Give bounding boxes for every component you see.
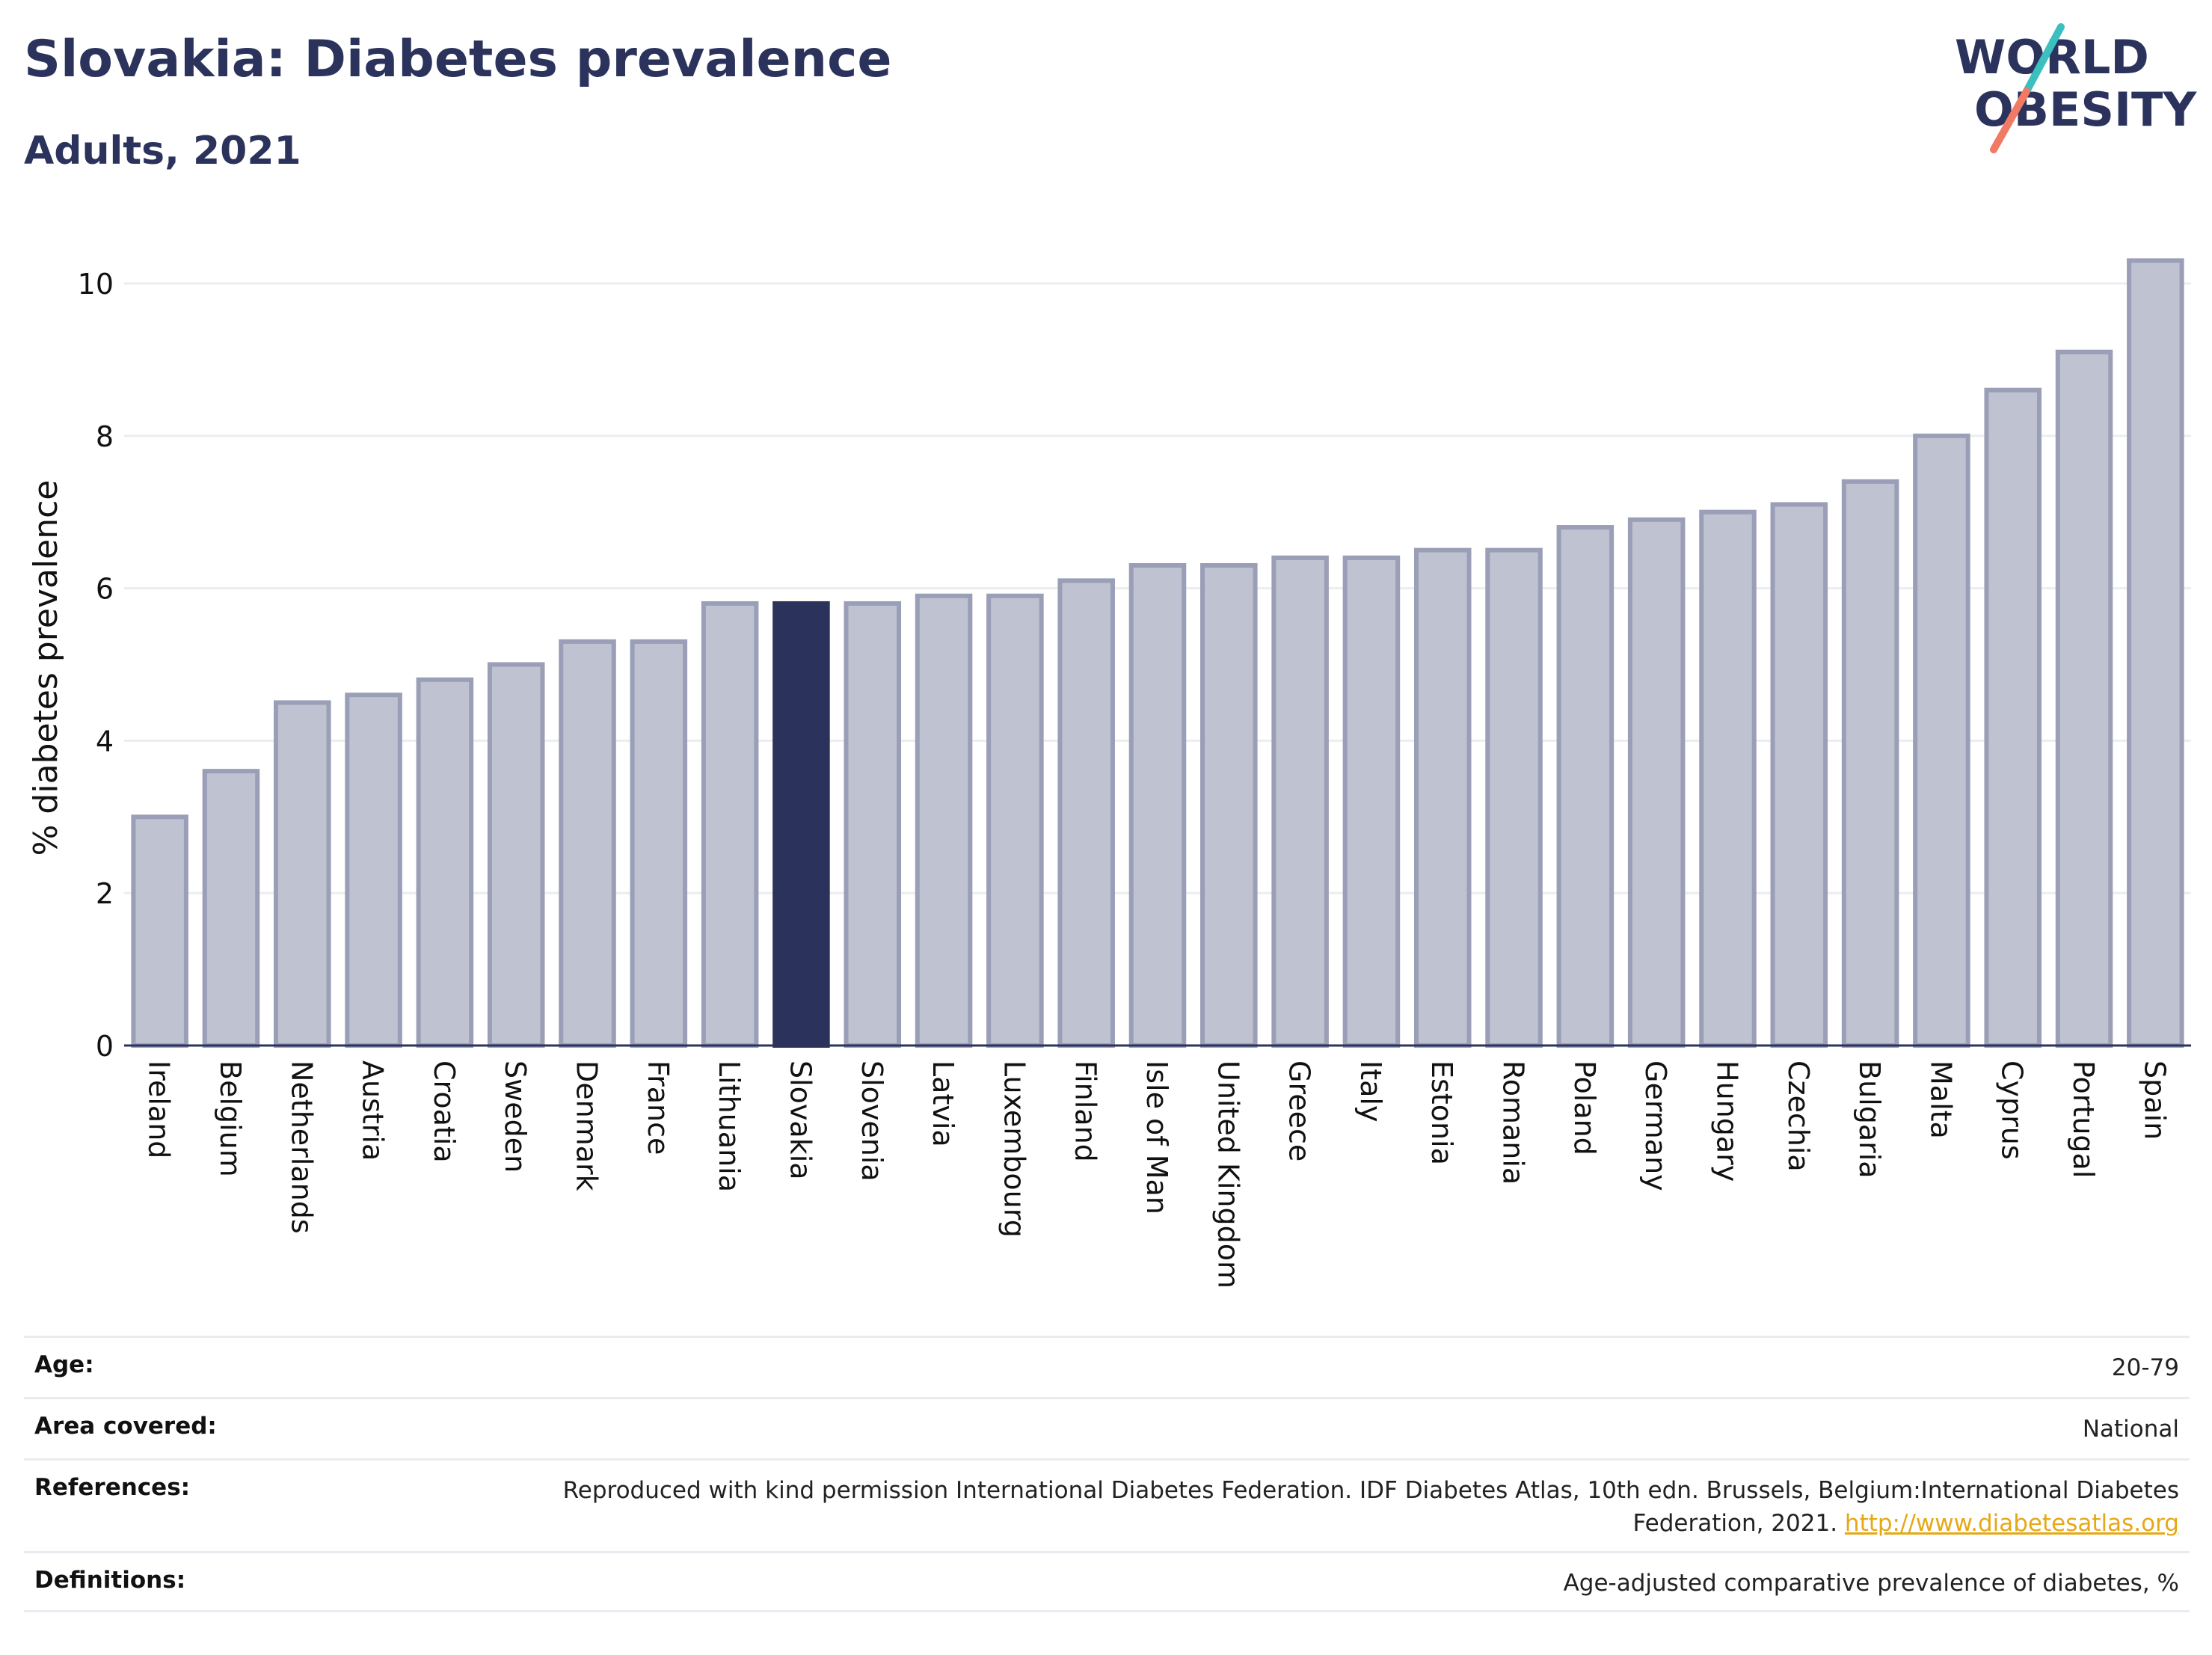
x-tick-label: Germany — [1639, 1060, 1672, 1191]
bar-cyprus — [1984, 387, 2042, 1048]
x-tick-label: Poland — [1568, 1060, 1601, 1155]
x-tick-label: Sweden — [499, 1060, 532, 1173]
bar-bulgaria — [1841, 479, 1899, 1048]
x-tick-label: Romania — [1497, 1060, 1530, 1185]
logo-slash-teal — [2023, 23, 2065, 95]
x-tick-label: Spain — [2138, 1060, 2171, 1140]
x-tick-label: Cyprus — [1996, 1060, 2029, 1160]
x-tick-label: Czechia — [1782, 1060, 1815, 1172]
info-label: Area covered: — [34, 1413, 217, 1440]
y-axis-label: % diabetes prevalence — [27, 480, 65, 856]
logo-slash-coral — [1990, 87, 2030, 153]
info-value: National — [2083, 1413, 2179, 1446]
x-tick-label: Denmark — [571, 1060, 603, 1191]
bar-italy — [1342, 555, 1401, 1048]
x-tick-label: Bulgaria — [1853, 1060, 1886, 1179]
bar-latvia — [915, 593, 973, 1048]
x-tick-label: Slovakia — [784, 1060, 817, 1180]
x-tick-label: Isle of Man — [1140, 1060, 1173, 1215]
x-tick-label: France — [642, 1060, 675, 1155]
bar-ireland — [131, 814, 188, 1048]
bar-poland — [1556, 525, 1615, 1048]
bar-isle-of-man — [1128, 563, 1187, 1048]
x-tick-label: Latvia — [927, 1060, 959, 1147]
x-tick-label: Austria — [357, 1060, 390, 1161]
info-row: Age: 20-79 — [24, 1336, 2190, 1397]
info-label: References: — [34, 1474, 191, 1501]
bar-malta — [1913, 433, 1970, 1048]
info-table: Age: 20-79 Area covered: National References… — [24, 1336, 2190, 1612]
info-value-text: Age-adjusted comparative prevalence of d… — [1563, 1570, 2179, 1597]
x-tick-label: Croatia — [428, 1060, 461, 1163]
bar-united-kingdom — [1200, 563, 1258, 1048]
x-tick-label: Malta — [1924, 1060, 1957, 1139]
bar-germany — [1627, 517, 1686, 1048]
x-tick-label: Belgium — [214, 1060, 247, 1177]
x-tick-label: Greece — [1283, 1060, 1316, 1161]
y-tick-label: 4 — [96, 725, 114, 758]
chart-title: Slovakia: Diabetes prevalence — [24, 30, 892, 89]
bar-croatia — [416, 677, 474, 1048]
diabetes-atlas-link[interactable]: http://www.diabetesatlas.org — [1844, 1510, 2179, 1537]
info-row: Definitions: Age-adjusted comparative pre… — [24, 1551, 2190, 1612]
bar-slovakia — [772, 601, 830, 1048]
bar-france — [630, 639, 688, 1048]
info-label: Age: — [34, 1351, 94, 1378]
info-label: Definitions: — [34, 1567, 186, 1594]
world-obesity-logo: WORLD OBESITY — [1952, 21, 2199, 156]
bar-luxembourg — [986, 593, 1044, 1048]
y-tick-label: 2 — [96, 877, 114, 910]
x-tick-label: Estonia — [1425, 1060, 1458, 1165]
x-tick-label: Italy — [1354, 1060, 1387, 1122]
y-tick-label: 0 — [96, 1030, 114, 1063]
bar-estonia — [1413, 547, 1472, 1048]
x-tick-label: Portugal — [2067, 1060, 2100, 1178]
x-tick-label: United Kingdom — [1211, 1060, 1244, 1289]
logo-line-2: OBESITY — [1974, 82, 2197, 137]
bar-denmark — [559, 639, 616, 1048]
bar-greece — [1271, 555, 1329, 1048]
bar-austria — [345, 693, 402, 1048]
bar-slovenia — [844, 601, 902, 1048]
bar-czechia — [1770, 502, 1828, 1048]
bar-hungary — [1699, 509, 1757, 1048]
chart-subtitle: Adults, 2021 — [24, 129, 301, 174]
bar-sweden — [487, 662, 545, 1048]
x-tick-label: Ireland — [143, 1060, 176, 1158]
x-tick-label: Slovenia — [855, 1060, 888, 1182]
info-value: Age-adjusted comparative prevalence of d… — [1564, 1567, 2179, 1600]
y-tick-label: 6 — [96, 573, 114, 606]
info-value-text: National — [2082, 1416, 2179, 1443]
x-tick-label: Finland — [1069, 1060, 1102, 1162]
bar-finland — [1057, 578, 1115, 1048]
bar-romania — [1485, 547, 1543, 1048]
bar-netherlands — [274, 700, 331, 1048]
x-tick-label: Netherlands — [285, 1060, 318, 1234]
info-value-text: Reproduced with kind permission Internat… — [562, 1477, 2179, 1537]
bar-spain — [2127, 258, 2184, 1048]
y-tick-label: 10 — [78, 268, 114, 301]
bar-chart: 0 2 4 6 8 10 % diabetes prevalence Ireland Belgi… — [27, 258, 2191, 1289]
bar-portugal — [2055, 349, 2113, 1048]
info-row: Area covered: National — [24, 1397, 2190, 1458]
x-tick-label: Hungary — [1710, 1060, 1743, 1182]
info-value-text: 20-79 — [2111, 1354, 2179, 1381]
y-tick-label: 8 — [96, 420, 114, 453]
x-tick-label: Lithuania — [713, 1060, 746, 1192]
info-value: 20-79 — [2112, 1351, 2179, 1384]
info-row: References: Reproduced with kind permissi… — [24, 1458, 2190, 1551]
bar-belgium — [202, 769, 260, 1048]
bar-lithuania — [701, 601, 759, 1048]
info-value: Reproduced with kind permission Internat… — [534, 1474, 2179, 1540]
x-tick-label: Luxembourg — [998, 1060, 1030, 1238]
